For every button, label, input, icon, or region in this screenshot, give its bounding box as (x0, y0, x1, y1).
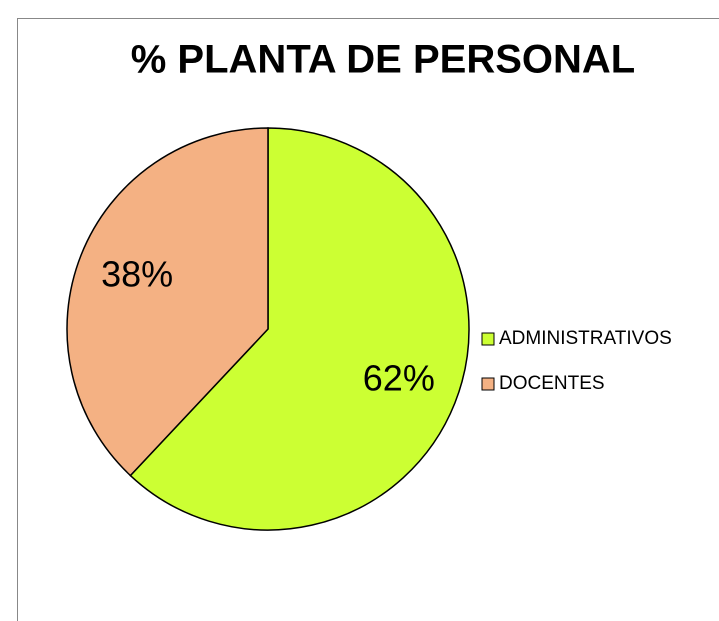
data-label: 62% (363, 357, 435, 398)
pie-slice (66, 127, 269, 477)
chart-title: % PLANTA DE PERSONAL (131, 38, 635, 82)
pie-slice (129, 127, 470, 531)
legend-swatch (481, 377, 495, 391)
legend-swatch (481, 332, 495, 346)
data-label: 38% (101, 254, 173, 295)
legend-label: ADMINISTRATIVOS (499, 328, 672, 349)
legend-label: DOCENTES (499, 373, 605, 394)
